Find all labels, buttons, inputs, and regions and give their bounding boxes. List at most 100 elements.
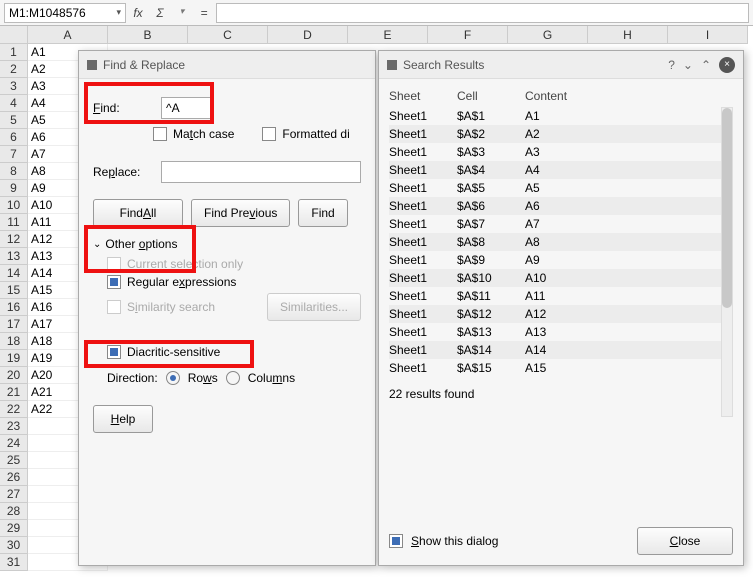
col-header[interactable]: G [508, 26, 588, 44]
row-header[interactable]: 22 [0, 401, 28, 418]
result-sheet: Sheet1 [389, 343, 457, 357]
row-header[interactable]: 13 [0, 248, 28, 265]
close-icon[interactable]: × [719, 57, 735, 73]
replace-input[interactable] [161, 161, 361, 183]
results-row[interactable]: Sheet1$A$4A4 [389, 161, 733, 179]
row-header[interactable]: 16 [0, 299, 28, 316]
row-header[interactable]: 4 [0, 95, 28, 112]
results-row[interactable]: Sheet1$A$8A8 [389, 233, 733, 251]
similarity-label: Similarity search [127, 300, 215, 314]
row-header[interactable]: 25 [0, 452, 28, 469]
col-cell[interactable]: Cell [457, 89, 525, 103]
results-row[interactable]: Sheet1$A$14A14 [389, 341, 733, 359]
row-header[interactable]: 7 [0, 146, 28, 163]
col-header[interactable]: B [108, 26, 188, 44]
row-header[interactable]: 26 [0, 469, 28, 486]
rows-radio[interactable] [166, 371, 180, 385]
columns-radio[interactable] [226, 371, 240, 385]
results-row[interactable]: Sheet1$A$9A9 [389, 251, 733, 269]
results-row[interactable]: Sheet1$A$6A6 [389, 197, 733, 215]
col-header[interactable]: F [428, 26, 508, 44]
result-content: A7 [525, 217, 733, 231]
find-previous-button[interactable]: Find Previous [191, 199, 290, 227]
results-row[interactable]: Sheet1$A$7A7 [389, 215, 733, 233]
row-header[interactable]: 6 [0, 129, 28, 146]
results-row[interactable]: Sheet1$A$5A5 [389, 179, 733, 197]
expand-icon[interactable]: ⌃ [701, 58, 711, 72]
results-row[interactable]: Sheet1$A$11A11 [389, 287, 733, 305]
col-header[interactable]: D [268, 26, 348, 44]
chevron-down-icon[interactable]: ▾ [116, 7, 121, 18]
row-header[interactable]: 24 [0, 435, 28, 452]
row-header[interactable]: 8 [0, 163, 28, 180]
diacritic-checkbox[interactable] [107, 345, 121, 359]
other-options-toggle[interactable]: ⌄ Other options [93, 237, 361, 251]
result-cell: $A$12 [457, 307, 525, 321]
row-header[interactable]: 10 [0, 197, 28, 214]
results-header-row: Sheet Cell Content [389, 85, 733, 107]
col-header[interactable]: E [348, 26, 428, 44]
row-header[interactable]: 30 [0, 537, 28, 554]
sum-icon[interactable]: Σ [152, 6, 168, 20]
results-row[interactable]: Sheet1$A$15A15 [389, 359, 733, 377]
row-header[interactable]: 1 [0, 44, 28, 61]
row-header[interactable]: 20 [0, 367, 28, 384]
row-header[interactable]: 29 [0, 520, 28, 537]
row-header[interactable]: 11 [0, 214, 28, 231]
results-rows: Sheet1$A$1A1Sheet1$A$2A2Sheet1$A$3A3Shee… [389, 107, 733, 377]
col-header[interactable]: C [188, 26, 268, 44]
close-button[interactable]: Close [637, 527, 733, 555]
find-input[interactable] [161, 97, 211, 119]
results-row[interactable]: Sheet1$A$12A12 [389, 305, 733, 323]
row-header[interactable]: 18 [0, 333, 28, 350]
result-sheet: Sheet1 [389, 181, 457, 195]
equals-icon[interactable]: = [196, 6, 212, 20]
row-header[interactable]: 14 [0, 265, 28, 282]
select-all-corner[interactable] [0, 26, 28, 44]
collapse-icon[interactable]: ⌄ [683, 58, 693, 72]
result-sheet: Sheet1 [389, 361, 457, 375]
help-button[interactable]: Help [93, 405, 153, 433]
find-titlebar[interactable]: Find & Replace [79, 51, 375, 79]
row-header[interactable]: 5 [0, 112, 28, 129]
results-row[interactable]: Sheet1$A$3A3 [389, 143, 733, 161]
match-case-label: Match case [173, 127, 234, 141]
row-header[interactable]: 2 [0, 61, 28, 78]
scroll-thumb[interactable] [722, 108, 732, 308]
row-header[interactable]: 9 [0, 180, 28, 197]
fx-icon[interactable]: fx [130, 6, 146, 20]
col-header[interactable]: A [28, 26, 108, 44]
row-header[interactable]: 3 [0, 78, 28, 95]
row-header[interactable]: 27 [0, 486, 28, 503]
row-header[interactable]: 28 [0, 503, 28, 520]
regex-checkbox[interactable] [107, 275, 121, 289]
results-row[interactable]: Sheet1$A$1A1 [389, 107, 733, 125]
row-header[interactable]: 31 [0, 554, 28, 571]
find-all-button[interactable]: Find All [93, 199, 183, 227]
name-box[interactable]: M1:M1048576 ▾ [4, 3, 126, 23]
formula-input[interactable] [216, 3, 749, 23]
result-content: A10 [525, 271, 733, 285]
formatted-checkbox[interactable] [262, 127, 276, 141]
row-header[interactable]: 23 [0, 418, 28, 435]
match-case-checkbox[interactable] [153, 127, 167, 141]
show-dialog-checkbox[interactable] [389, 534, 403, 548]
find-next-button[interactable]: Find [298, 199, 347, 227]
col-header[interactable]: I [668, 26, 748, 44]
row-header[interactable]: 17 [0, 316, 28, 333]
row-header[interactable]: 15 [0, 282, 28, 299]
col-sheet[interactable]: Sheet [389, 89, 457, 103]
results-row[interactable]: Sheet1$A$10A10 [389, 269, 733, 287]
row-header[interactable]: 21 [0, 384, 28, 401]
scrollbar[interactable] [721, 107, 733, 417]
col-header[interactable]: H [588, 26, 668, 44]
col-content[interactable]: Content [525, 89, 733, 103]
results-row[interactable]: Sheet1$A$2A2 [389, 125, 733, 143]
row-header[interactable]: 19 [0, 350, 28, 367]
result-sheet: Sheet1 [389, 145, 457, 159]
result-content: A6 [525, 199, 733, 213]
results-titlebar[interactable]: Search Results ? ⌄ ⌃ × [379, 51, 743, 79]
results-row[interactable]: Sheet1$A$13A13 [389, 323, 733, 341]
row-header[interactable]: 12 [0, 231, 28, 248]
help-icon[interactable]: ? [668, 58, 675, 72]
